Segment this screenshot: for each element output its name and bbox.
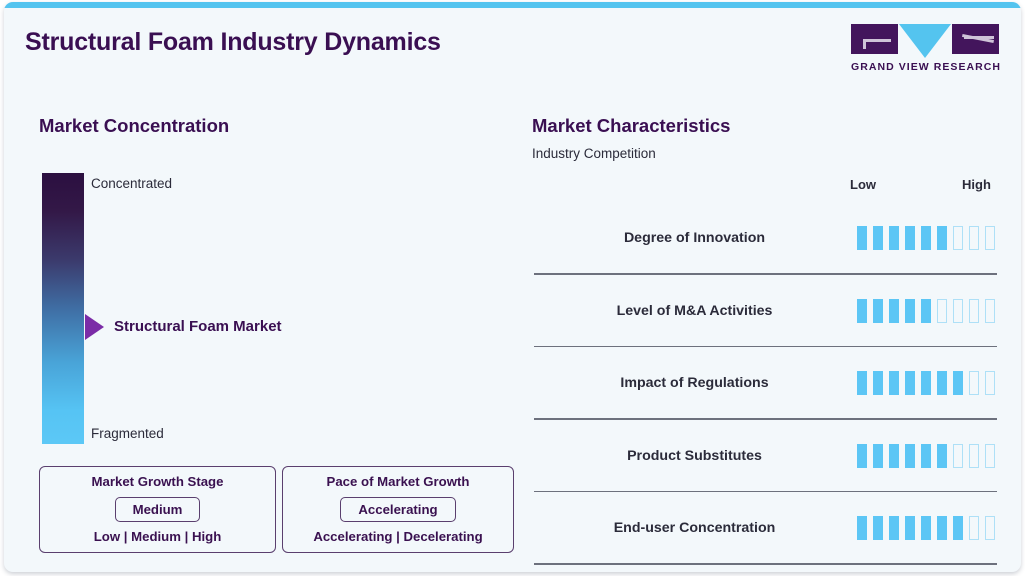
rating-segment-filled xyxy=(904,371,915,396)
rating-segment-filled xyxy=(888,226,899,251)
infographic-card: Structural Foam Industry Dynamics GRAND … xyxy=(4,2,1021,572)
characteristic-rating-bar xyxy=(856,443,995,468)
characteristic-row: Impact of Regulations xyxy=(532,347,997,420)
rating-segment-empty xyxy=(985,516,995,541)
pace-of-market-growth-box: Pace of Market Growth Accelerating Accel… xyxy=(282,466,514,553)
rating-segment-filled xyxy=(953,516,963,541)
pace-of-market-growth-value-chip: Accelerating xyxy=(340,496,456,522)
rating-segment-filled xyxy=(921,298,931,323)
rating-segment-filled xyxy=(857,516,867,541)
rating-segment-filled xyxy=(872,443,883,468)
market-position-label: Structural Foam Market xyxy=(114,318,282,336)
characteristic-rating-bar xyxy=(857,298,995,323)
market-position-arrow-icon xyxy=(85,314,104,341)
market-growth-stage-title: Market Growth Stage xyxy=(91,474,224,489)
market-growth-stage-options: Low | Medium | High xyxy=(93,529,222,544)
rating-segment-filled xyxy=(856,226,867,251)
rating-segment-empty xyxy=(968,371,979,396)
rating-segment-filled xyxy=(856,371,867,396)
characteristic-rating-bar xyxy=(856,371,995,396)
characteristic-label: Level of M&A Activities xyxy=(616,302,773,319)
rating-segment-empty xyxy=(969,516,979,541)
accent-top-bar xyxy=(4,2,1021,8)
rating-segment-filled xyxy=(857,298,867,323)
rating-segment-empty xyxy=(952,443,963,468)
concentration-top-label: Concentrated xyxy=(91,176,173,191)
rating-segment-filled xyxy=(889,298,899,323)
characteristic-label: Product Substitutes xyxy=(627,447,762,464)
characteristic-row: Product Substitutes xyxy=(532,420,997,493)
rating-segment-empty xyxy=(952,226,963,251)
rating-segment-filled xyxy=(889,516,899,541)
rating-segment-filled xyxy=(920,371,931,396)
market-characteristics-heading: Market Characteristics xyxy=(532,115,731,136)
rating-segment-filled xyxy=(888,443,899,468)
rating-segment-empty xyxy=(969,298,979,323)
rating-segment-empty xyxy=(984,443,995,468)
scale-low-label: Low xyxy=(850,177,876,192)
rating-segment-empty xyxy=(953,298,963,323)
rating-segment-empty xyxy=(984,226,995,251)
rating-segment-filled xyxy=(888,371,899,396)
pace-of-market-growth-value: Accelerating xyxy=(358,501,438,517)
characteristic-rating-bar xyxy=(856,226,995,251)
logo-marks xyxy=(851,24,999,58)
rating-segment-filled xyxy=(905,298,915,323)
characteristic-label: End-user Concentration xyxy=(613,520,776,537)
rating-segment-filled xyxy=(920,443,931,468)
characteristics-list: Degree of Innovation Level of M&A Activit… xyxy=(532,202,997,565)
concentration-bottom-label: Fragmented xyxy=(91,426,164,441)
rating-segment-filled xyxy=(872,226,883,251)
rating-segment-filled xyxy=(920,226,931,251)
rating-segment-filled xyxy=(952,371,963,396)
rating-segment-filled xyxy=(872,371,883,396)
characteristic-row: Level of M&A Activities xyxy=(532,275,997,348)
logo-wordmark: GRAND VIEW RESEARCH xyxy=(851,61,1002,73)
logo-letter-g-icon xyxy=(851,24,898,54)
rating-segment-filled xyxy=(905,516,915,541)
logo-letter-r-icon xyxy=(952,24,999,54)
rating-segment-filled xyxy=(936,443,947,468)
characteristic-row: End-user Concentration xyxy=(532,492,997,565)
market-characteristics-subheading: Industry Competition xyxy=(532,146,656,161)
rating-segment-filled xyxy=(936,371,947,396)
logo-triangle-v-icon xyxy=(899,24,951,58)
rating-segment-filled xyxy=(856,443,867,468)
characteristic-label: Impact of Regulations xyxy=(620,375,769,392)
market-growth-stage-value: Medium xyxy=(132,501,183,517)
rating-segment-filled xyxy=(873,298,883,323)
rating-segment-filled xyxy=(873,516,883,541)
market-concentration-heading: Market Concentration xyxy=(39,115,230,136)
rating-segment-filled xyxy=(936,226,947,251)
rating-segment-filled xyxy=(937,516,947,541)
rating-segment-empty xyxy=(985,298,995,323)
grand-view-research-logo: GRAND VIEW RESEARCH xyxy=(851,24,1002,73)
characteristic-rating-bar xyxy=(857,516,995,541)
rating-segment-filled xyxy=(904,443,915,468)
market-growth-stage-value-chip: Medium xyxy=(114,496,201,522)
rating-segment-filled xyxy=(921,516,931,541)
market-growth-stage-box: Market Growth Stage Medium Low | Medium … xyxy=(39,466,276,553)
pace-of-market-growth-title: Pace of Market Growth xyxy=(326,474,470,489)
rating-segment-empty xyxy=(968,443,979,468)
scale-high-label: High xyxy=(962,177,991,192)
characteristic-row: Degree of Innovation xyxy=(532,202,997,275)
rating-segment-empty xyxy=(937,298,947,323)
page-title: Structural Foam Industry Dynamics xyxy=(25,28,441,56)
concentration-gradient-scale xyxy=(42,173,84,444)
pace-of-market-growth-options: Accelerating | Decelerating xyxy=(313,529,483,544)
rating-segment-empty xyxy=(984,371,995,396)
rating-segment-empty xyxy=(968,226,979,251)
rating-segment-filled xyxy=(904,226,915,251)
characteristic-label: Degree of Innovation xyxy=(623,230,766,247)
